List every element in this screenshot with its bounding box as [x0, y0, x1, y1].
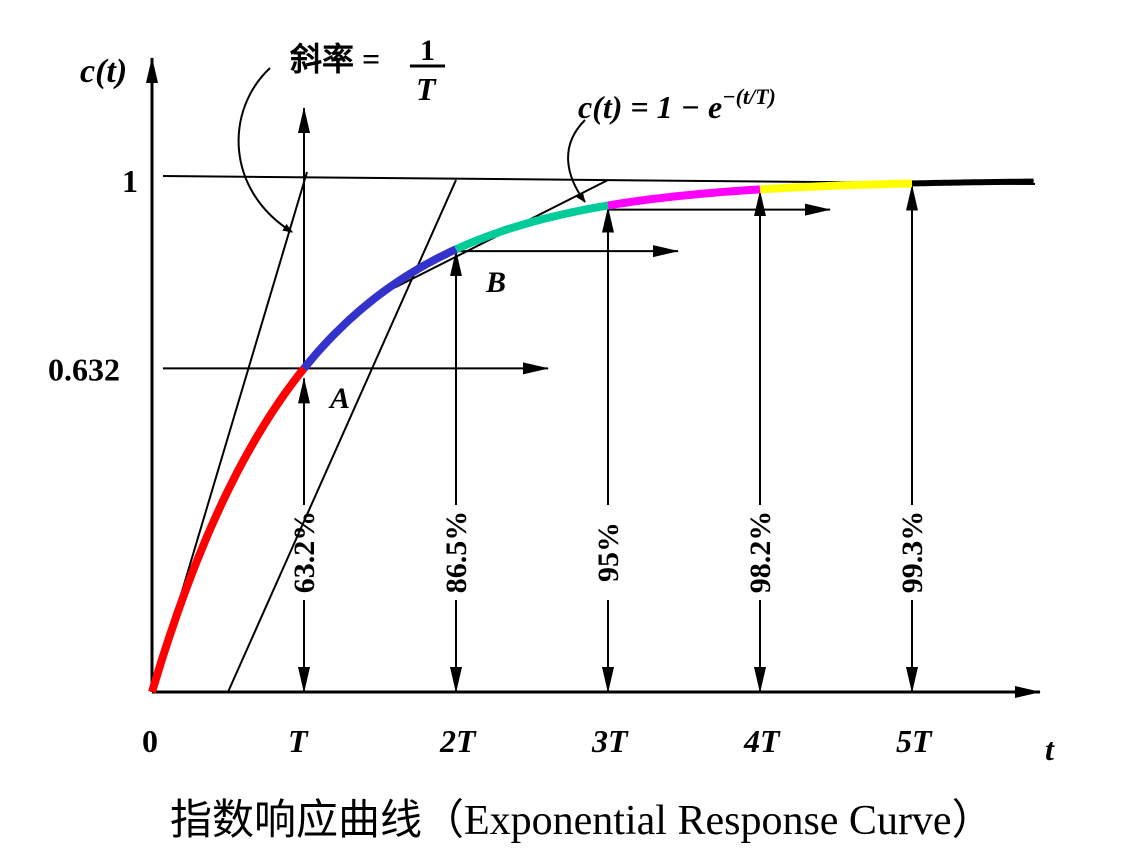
curve-segment-3: [454, 201, 609, 253]
y-tick-label: 1: [122, 163, 138, 199]
curve-equation-base: c(t) = 1 − e: [578, 89, 722, 125]
x-tick-label: 3T: [591, 723, 629, 759]
percent-label: 99.3%: [896, 511, 929, 594]
caption: 指数响应曲线（Exponential Response Curve）: [170, 798, 994, 844]
percent-label: 86.5%: [440, 511, 473, 594]
percent-label: 98.2%: [744, 511, 777, 594]
x-tick-label: T: [288, 723, 309, 759]
tangent-line-a: [227, 179, 457, 693]
curve-segment-2: [300, 245, 458, 371]
percent-label: 63.2%: [288, 511, 321, 594]
curve-segment-6: [912, 178, 1034, 187]
x-tick-label: 0: [142, 723, 158, 759]
slope-leader-arrow: [237, 67, 293, 233]
slope-denominator: T: [416, 71, 437, 107]
y-axis-label: c(t): [80, 53, 127, 90]
percent-label: 95%: [592, 522, 625, 582]
point-b-label: B: [485, 266, 506, 299]
curve-segment-1: [148, 365, 308, 694]
x-tick-label: 5T: [896, 723, 933, 759]
curve-equation-exponent: −(t/T): [722, 84, 776, 109]
x-tick-label: 4T: [743, 723, 781, 759]
curve-segment-4: [607, 185, 761, 210]
curve-equation: c(t) = 1 − e−(t/T): [578, 84, 776, 125]
y-tick-label: 0.632: [48, 351, 120, 387]
point-a-label: A: [328, 382, 350, 415]
slope-label: 斜率 =: [290, 41, 380, 77]
x-tick-label: 2T: [439, 723, 477, 759]
x-axis-label: t: [1045, 731, 1055, 767]
curve-leader-arrow: [567, 119, 586, 203]
curve-segment-5: [759, 179, 913, 194]
slope-numerator: 1: [420, 34, 435, 67]
